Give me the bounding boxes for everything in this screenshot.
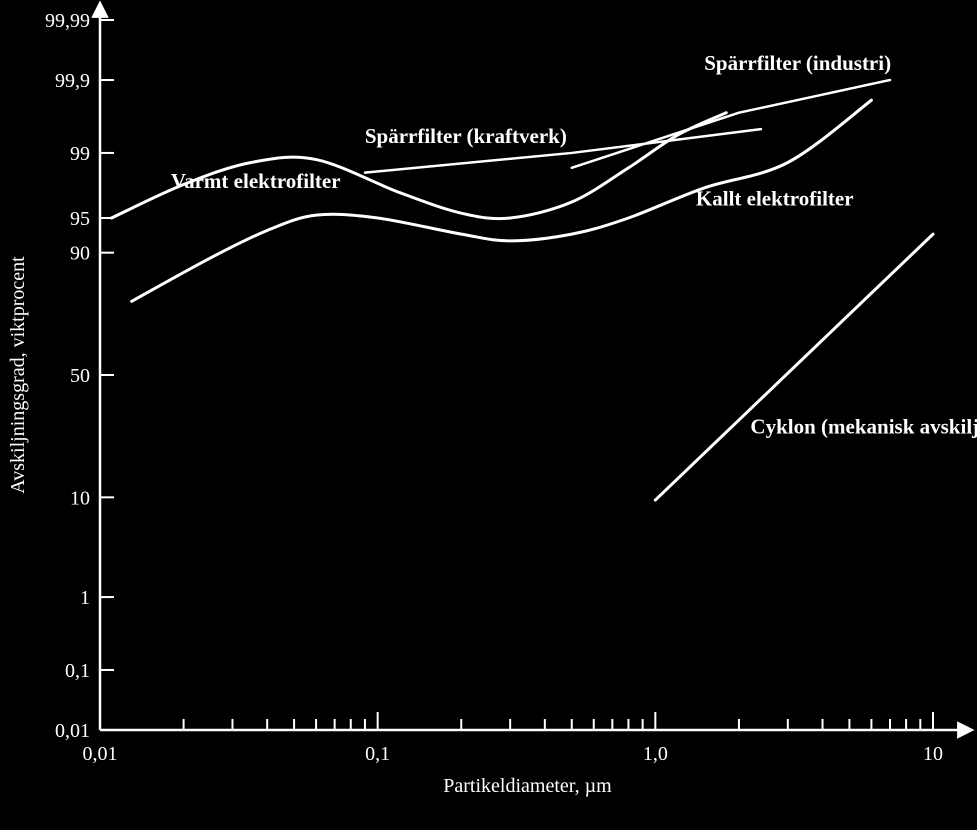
x-tick-label: 0,01 xyxy=(83,743,118,765)
y-tick-label: 0,01 xyxy=(55,720,90,742)
y-tick-label: 99 xyxy=(70,143,90,165)
series-label: Varmt elektrofilter xyxy=(171,169,341,193)
separation-efficiency-chart: 0,01 0,1 1,0 10 Partikeldiameter, µm 0,01 0,1 1… xyxy=(0,0,977,830)
y-tick-label: 10 xyxy=(70,487,90,509)
y-tick-label: 99,99 xyxy=(45,10,90,32)
y-tick-label: 1 xyxy=(80,587,90,609)
y-tick-label: 0,1 xyxy=(65,660,90,682)
x-tick-label: 1,0 xyxy=(643,743,668,765)
y-tick-label: 50 xyxy=(70,365,90,387)
series-label: Spärrfilter (industri) xyxy=(704,51,891,75)
x-axis-title: Partikeldiameter, µm xyxy=(443,775,612,797)
y-tick-label: 90 xyxy=(70,243,90,265)
series-label: Kallt elektrofilter xyxy=(696,187,854,211)
series-label: Spärrfilter (kraftverk) xyxy=(365,124,567,148)
y-tick-label: 99,9 xyxy=(55,70,90,92)
series-label: Cyklon (mekanisk avskiljare) xyxy=(750,414,977,438)
y-axis-title: Avskiljningsgrad, viktprocent xyxy=(7,256,29,494)
x-tick-label: 10 xyxy=(923,743,943,765)
series-cyklon-mekanisk-avskiljare- xyxy=(655,234,933,500)
y-tick-label: 95 xyxy=(70,208,90,230)
x-tick-label: 0,1 xyxy=(365,743,390,765)
